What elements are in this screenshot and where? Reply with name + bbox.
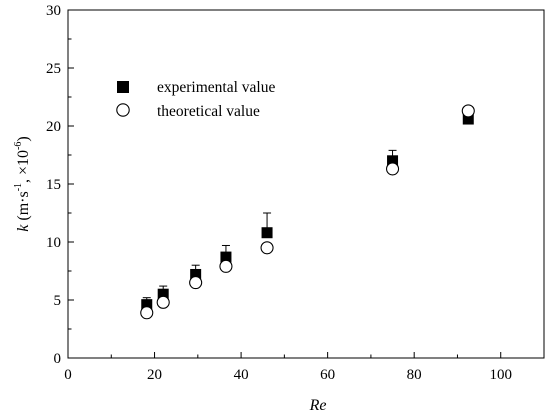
- y-tick-label: 15: [46, 177, 61, 193]
- legend-label-experimental: experimental value: [157, 79, 275, 96]
- legend: experimental value theoretical value: [116, 79, 275, 120]
- y-axis-title: k (m·s-1, ×10-6): [13, 136, 32, 231]
- legend-marker-experimental: [117, 81, 129, 93]
- x-axis-ticks: [67, 352, 545, 358]
- experimental-point: [261, 227, 273, 239]
- theoretical-point: [385, 162, 400, 176]
- y-axis-title-exp1: -1: [13, 183, 24, 191]
- x-tick-label: 80: [407, 367, 422, 383]
- legend-marker-theoretical: [116, 103, 130, 117]
- y-axis-title-symbol: k: [15, 224, 32, 232]
- experimental-point: [141, 299, 153, 311]
- theoretical-point: [156, 295, 170, 309]
- y-tick-label: 20: [46, 119, 61, 135]
- legend-label-theoretical: theoretical value: [157, 103, 260, 120]
- experimental-point: [157, 288, 169, 300]
- theoretical-point: [219, 259, 233, 273]
- x-tick-label: 40: [234, 367, 249, 383]
- data-marks: [140, 104, 475, 320]
- theoretical-point: [140, 306, 154, 320]
- theoretical-point: [260, 241, 274, 255]
- experimental-point: [387, 155, 399, 167]
- y-axis-title-scale: , ×10: [15, 150, 32, 183]
- y-axis-title-exp2: -6: [13, 142, 24, 150]
- theoretical-point: [189, 276, 203, 290]
- x-tick-label: 60: [320, 367, 335, 383]
- y-tick-label: 5: [54, 293, 62, 309]
- y-axis-title-unit: (m·s: [15, 191, 32, 220]
- y-axis-ticks: [68, 9, 74, 359]
- x-tick-label: 20: [147, 367, 162, 383]
- x-tick-label: 100: [489, 367, 512, 383]
- experimental-point: [220, 251, 232, 263]
- y-tick-label: 10: [46, 235, 61, 251]
- x-axis-title: Re: [309, 397, 327, 414]
- y-tick-label: 0: [54, 351, 62, 367]
- y-tick-label: 25: [46, 61, 61, 77]
- x-axis-tick-labels: 0 20 40 60 80 100: [64, 367, 512, 383]
- experimental-point: [190, 268, 202, 280]
- plot-frame: [67, 9, 545, 359]
- y-axis-title-close: ): [15, 136, 32, 141]
- x-tick-label: 0: [64, 367, 72, 383]
- y-tick-label: 30: [46, 3, 61, 19]
- theoretical-point: [461, 104, 475, 118]
- y-axis-tick-labels: 0 5 10 15 20 25 30: [46, 3, 61, 367]
- experimental-point: [462, 113, 474, 125]
